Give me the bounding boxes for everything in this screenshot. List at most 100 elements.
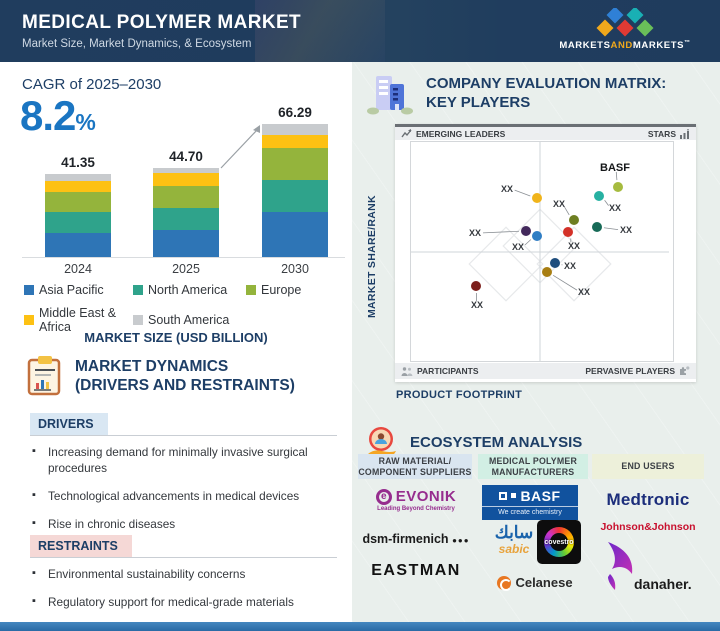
driver-item: Technological advancements in medical de… xyxy=(30,488,342,505)
bar-segment xyxy=(262,211,328,257)
matrix-y-axis-label: MARKET SHARE/RANK xyxy=(366,195,378,319)
matrix-top-bar: EMERGING LEADERS STARS xyxy=(395,124,696,140)
market-size-bar-chart: 41.35 2024 44.70 2025 66.29 2030 xyxy=(22,100,345,280)
legend-swatch xyxy=(246,285,256,295)
legend-item: North America xyxy=(133,283,246,297)
danaher-swoosh-icon xyxy=(608,542,633,590)
bar-segment xyxy=(45,174,111,182)
restraint-item: Regulatory support for medical-grade mat… xyxy=(30,594,342,611)
market-dynamics-header: MARKET DYNAMICS (DRIVERS AND RESTRAINTS) xyxy=(27,355,295,397)
column-header-medical-polymer-manufacturers: MEDICAL POLYMER MANUFACTURERS xyxy=(478,454,588,479)
dsm-firmenich-logo: dsm-firmenich ●●● xyxy=(362,532,470,546)
basf-square-icon xyxy=(511,493,517,498)
svg-text:XX: XX xyxy=(471,300,483,310)
legend-item: Asia Pacific xyxy=(24,283,133,297)
market-size-panel: CAGR of 2025–2030 8.2% 41.35 2024 44.70 202… xyxy=(0,62,352,622)
legend-item: Middle East & Africa xyxy=(24,306,133,334)
bar-segment xyxy=(262,147,328,180)
header-decorative-image xyxy=(255,0,385,62)
quadrant-label-pervasive-players: PERVASIVE PLAYERS xyxy=(585,366,690,376)
svg-text:XX: XX xyxy=(553,199,565,209)
evaluation-matrix-title: COMPANY EVALUATION MATRIX: KEY PLAYERS xyxy=(426,75,667,111)
bar-segment xyxy=(262,124,328,135)
growth-arrow-icon xyxy=(220,125,260,169)
page-subtitle: Market Size, Market Dynamics, & Ecosyste… xyxy=(22,38,252,50)
bar-segment xyxy=(153,167,219,174)
driver-item: Increasing demand for minimally invasive… xyxy=(30,444,342,477)
trend-line-icon xyxy=(401,129,412,138)
puzzle-icon xyxy=(680,366,690,375)
basf-square-icon xyxy=(499,491,508,500)
chart-legend: Asia Pacific North America Europe Middle… xyxy=(24,283,344,343)
bar-value-label: 66.29 xyxy=(278,105,312,121)
people-icon xyxy=(401,366,413,376)
svg-text:XX: XX xyxy=(578,287,590,297)
legend-item: South America xyxy=(133,306,246,334)
drivers-list: Increasing demand for minimally invasive… xyxy=(30,444,342,545)
svg-text:BASF: BASF xyxy=(600,162,630,174)
buildings-icon xyxy=(367,76,413,115)
bar-value-label: 44.70 xyxy=(169,148,203,164)
bar-segment xyxy=(262,134,328,148)
medtronic-logo: Medtronic xyxy=(606,490,690,509)
celanese-c-icon xyxy=(497,575,513,591)
legend-item: Europe xyxy=(246,283,336,297)
market-dynamics-title: MARKET DYNAMICS (DRIVERS AND RESTRAINTS) xyxy=(75,358,295,395)
x-axis-line xyxy=(22,257,345,258)
eastman-logo: EASTMAN xyxy=(371,562,461,579)
svg-text:XX: XX xyxy=(609,203,621,213)
driver-item: Rise in chronic diseases xyxy=(30,516,342,533)
evonik-logo: e EVONIK Leading Beyond Chemistry xyxy=(375,488,457,512)
restraints-section-header: RESTRAINTS xyxy=(30,535,337,558)
restraints-chip: RESTRAINTS xyxy=(30,535,132,557)
clipboard-chart-icon xyxy=(27,356,61,396)
drivers-chip: DRIVERS xyxy=(30,413,108,435)
svg-text:XX: XX xyxy=(568,241,580,251)
quadrant-label-participants: PARTICIPANTS xyxy=(401,366,479,376)
column-header-end-users: END USERS xyxy=(592,454,704,479)
bar-x-label: 2025 xyxy=(172,262,200,276)
bar-segment xyxy=(45,212,111,234)
celanese-logo: Celanese xyxy=(490,575,580,591)
bar-segment xyxy=(45,181,111,192)
covestro-ring-icon xyxy=(544,527,574,557)
legend-swatch xyxy=(24,315,34,325)
column-header-raw-material-suppliers: RAW MATERIAL/COMPONENT SUPPLIERS xyxy=(358,454,472,479)
matrix-bottom-bar: PARTICIPANTS PERVASIVE PLAYERS xyxy=(395,363,696,379)
restraint-item: Environmental sustainability concerns xyxy=(30,566,342,583)
bar-x-label: 2024 xyxy=(64,262,92,276)
bar-segment xyxy=(262,179,328,212)
quadrant-label-stars: STARS xyxy=(648,128,690,139)
svg-text:XX: XX xyxy=(501,184,513,194)
sabic-logo: سابك sabic xyxy=(494,523,534,556)
evonik-e-icon: e xyxy=(375,488,392,505)
chart-axis-title: MARKET SIZE (USD BILLION) xyxy=(84,330,268,345)
bar-segment xyxy=(153,186,219,209)
right-panel: COMPANY EVALUATION MATRIX: KEY PLAYERS E… xyxy=(352,62,720,622)
ecosystem-title: ECOSYSTEM ANALYSIS xyxy=(410,434,583,451)
bar-segment xyxy=(45,233,111,257)
header-banner: MEDICAL POLYMER MARKET Market Size, Mark… xyxy=(0,0,720,62)
bar-segment xyxy=(153,208,219,230)
company-evaluation-matrix: EMERGING LEADERS STARS XX XX XX BASF XX XX XX X… xyxy=(395,124,696,382)
covestro-logo: covestro xyxy=(537,520,581,564)
drivers-section-header: DRIVERS xyxy=(30,413,337,436)
bar-segment xyxy=(153,229,219,257)
bar-segment xyxy=(45,191,111,213)
rising-bars-icon xyxy=(680,128,689,139)
cagr-value: 8.2% xyxy=(20,92,96,139)
bar-value-label: 41.35 xyxy=(61,155,95,171)
footer-bar xyxy=(0,622,720,631)
matrix-plot-area: XX XX XX BASF XX XX XX XX XX XX XX xyxy=(410,141,674,362)
legend-swatch xyxy=(133,285,143,295)
svg-text:XX: XX xyxy=(564,261,576,271)
matrix-x-axis-label: PRODUCT FOOTPRINT xyxy=(396,389,523,401)
svg-text:XX: XX xyxy=(469,228,481,238)
svg-text:XX: XX xyxy=(512,242,524,252)
quadrant-label-emerging-leaders: EMERGING LEADERS xyxy=(401,129,505,139)
bar-segment xyxy=(153,173,219,187)
restraints-list: Environmental sustainability concerns Re… xyxy=(30,566,342,623)
danaher-logo: danaher. xyxy=(600,540,700,594)
legend-swatch xyxy=(24,285,34,295)
